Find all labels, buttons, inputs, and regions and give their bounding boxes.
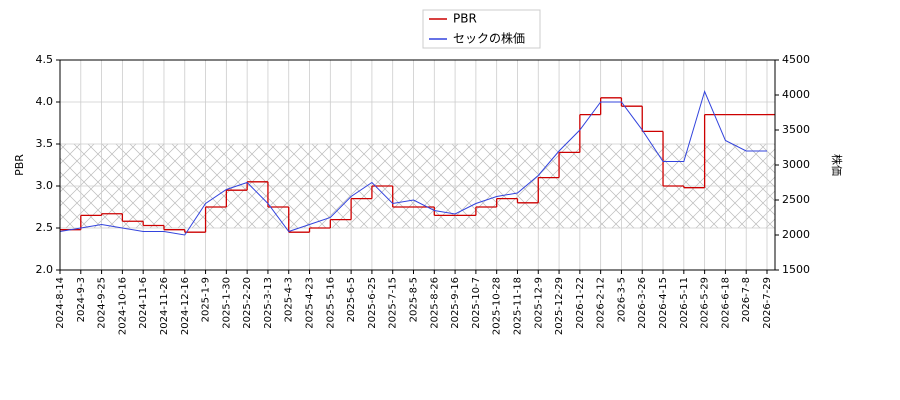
y-tick-label: 3.0 [36,179,54,192]
y2-tick-label: 3000 [782,158,810,171]
x-tick-label: 2025-5-16 [325,277,336,329]
x-tick-label: 2025-11-18 [512,277,523,335]
x-tick-label: 2025-10-28 [492,277,503,335]
x-tick-label: 2026-5-11 [679,277,690,329]
x-tick-label: 2025-1-9 [201,277,212,322]
x-tick-label: 2026-3-26 [637,277,648,329]
y-tick-label: 4.5 [36,53,54,66]
x-tick-label: 2025-6-25 [367,277,378,329]
legend-label: セックの株価 [453,31,525,46]
x-tick-label: 2026-1-22 [575,277,586,329]
x-tick-label: 2026-5-29 [700,277,711,329]
legend [422,9,541,49]
x-tick-label: 2025-7-15 [388,277,399,329]
y-axis-label: PBR [13,154,26,176]
x-tick-label: 2025-10-7 [471,277,482,329]
x-tick-label: 2025-8-26 [429,277,440,329]
legend-label: PBR [453,12,477,26]
x-tick-label: 2026-3-5 [616,277,627,322]
y2-tick-label: 1500 [782,263,810,276]
y-tick-label: 2.0 [36,263,54,276]
y-tick-label: 2.5 [36,221,54,234]
y2-tick-label: 2000 [782,228,810,241]
x-tick-label: 2025-4-3 [284,277,295,322]
price-line [59,90,767,236]
x-tick-label: 2025-12-9 [533,277,544,329]
x-tick-label: 2026-4-15 [658,277,669,329]
x-tick-label: 2026-6-18 [720,277,731,329]
x-tick-label: 2026-2-12 [596,277,607,329]
x-tick-label: 2024-9-3 [76,277,87,322]
x-tick-label: 2025-12-29 [554,277,565,335]
y-tick-label: 3.5 [36,137,54,150]
x-tick-label: 2025-2-20 [242,277,253,329]
x-tick-label: 2024-9-25 [97,277,108,329]
x-tick-label: 2024-11-26 [159,277,170,335]
x-tick-label: 2024-10-16 [117,277,128,335]
x-tick-label: 2024-11-6 [138,277,149,329]
x-tick-label: 2026-7-29 [762,277,773,329]
x-tick-label: 2025-8-5 [409,277,420,322]
x-tick-label: 2025-6-5 [346,277,357,322]
y2-tick-label: 3500 [782,123,810,136]
x-tick-label: 2024-8-14 [55,277,66,329]
y2-tick-label: 4500 [782,53,810,66]
y2-axis-label: 株価 [830,154,844,176]
x-tick-label: 2025-1-30 [221,277,232,329]
x-tick-label: 2025-3-13 [263,277,274,329]
y-tick-label: 4.0 [36,95,54,108]
x-tick-label: 2026-7-8 [741,277,752,322]
x-tick-label: 2025-9-16 [450,277,461,329]
y2-tick-label: 2500 [782,193,810,206]
x-tick-label: 2025-4-23 [305,277,316,329]
y2-tick-label: 4000 [782,88,810,101]
x-tick-label: 2024-12-16 [180,277,191,335]
